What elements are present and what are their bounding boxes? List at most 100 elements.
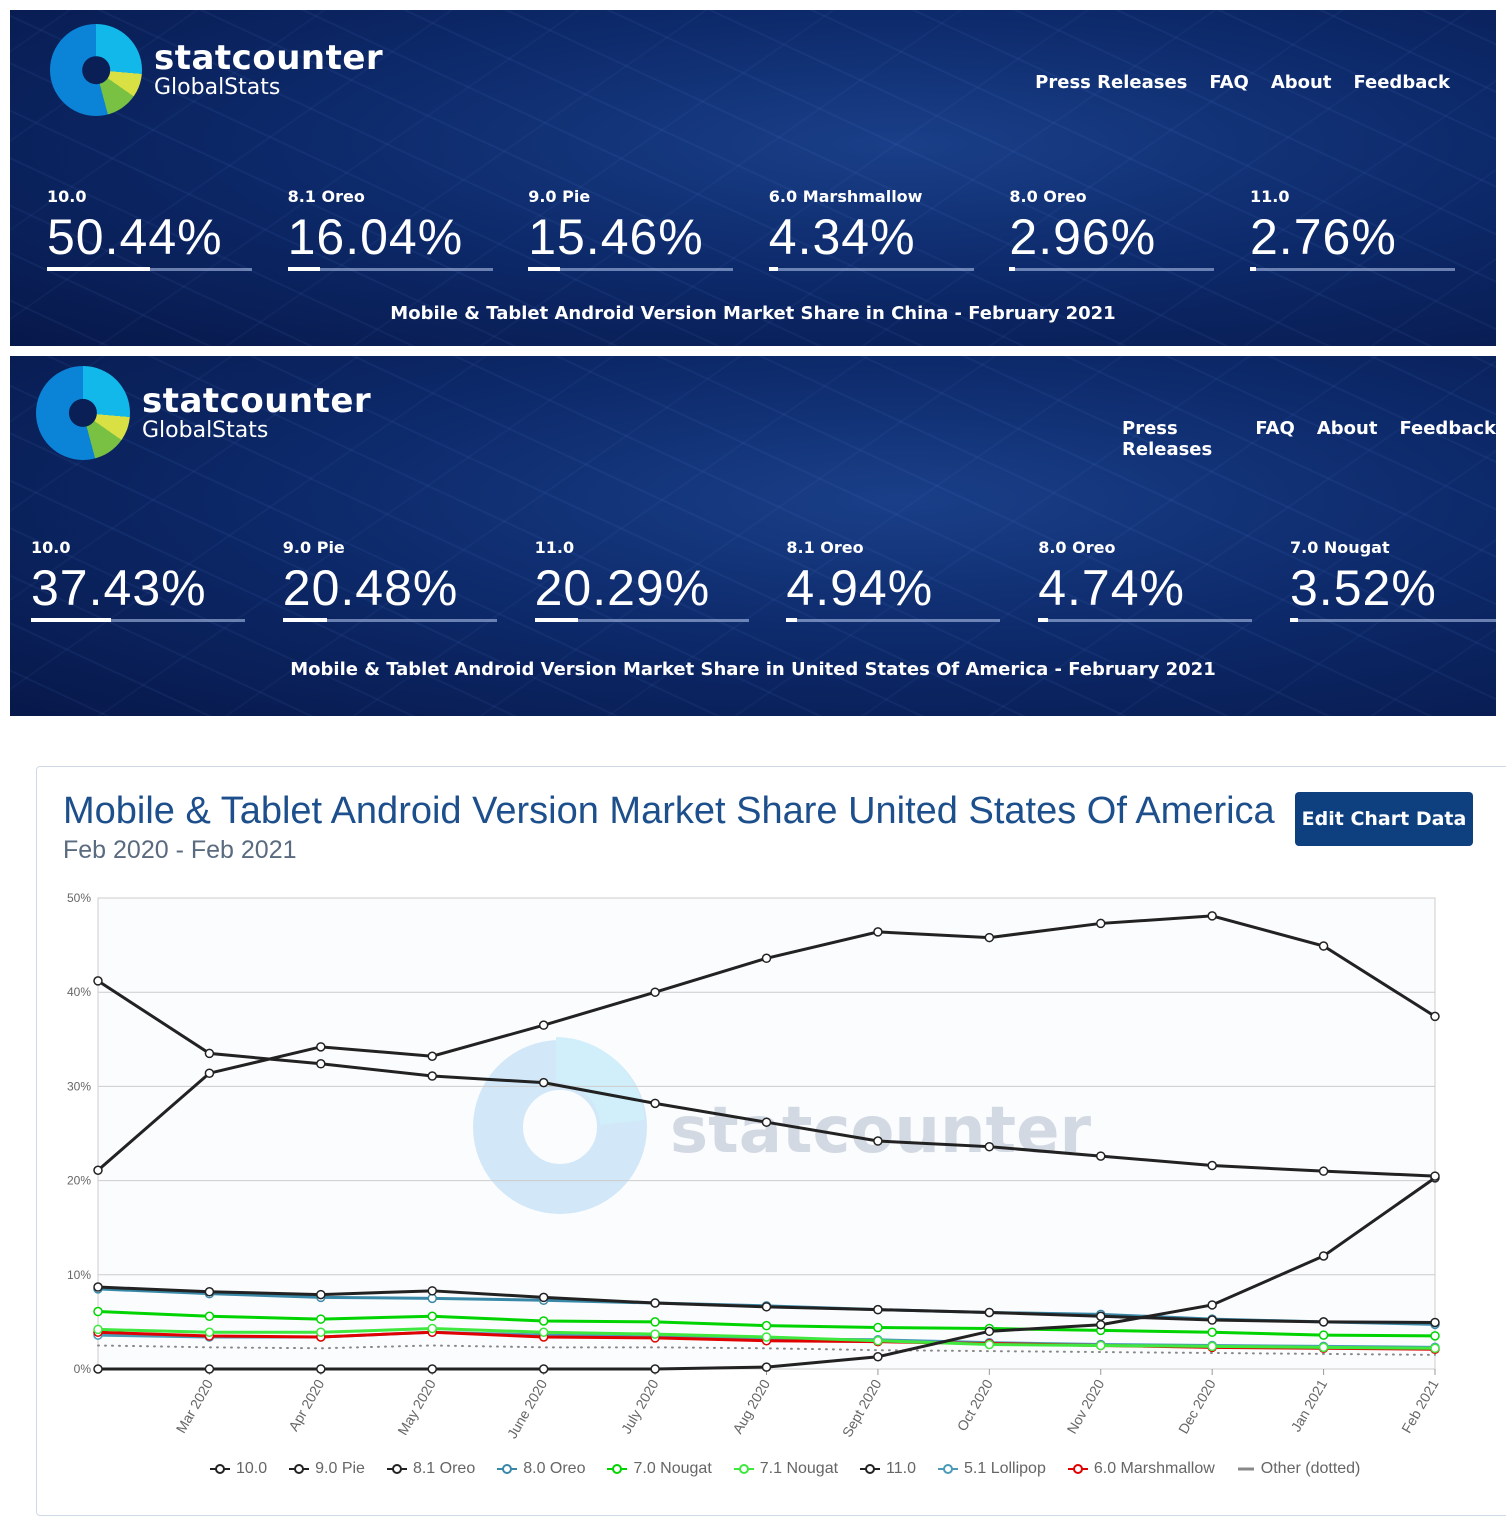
legend-item[interactable]: 9.0 Pie (289, 1460, 365, 1478)
data-point[interactable] (984, 1326, 995, 1337)
data-point[interactable] (873, 1322, 883, 1333)
data-point[interactable] (650, 1329, 660, 1339)
data-point[interactable] (873, 1352, 883, 1362)
legend-item[interactable]: 8.1 Oreo (386, 1460, 475, 1478)
data-point[interactable] (1318, 941, 1329, 951)
data-point[interactable] (93, 976, 103, 986)
data-point[interactable] (873, 1136, 883, 1146)
data-point[interactable] (204, 1327, 215, 1338)
data-point[interactable] (1207, 911, 1217, 921)
data-point[interactable] (761, 1332, 772, 1342)
data-point[interactable] (1207, 1341, 1217, 1352)
data-point[interactable] (316, 1314, 326, 1324)
data-point[interactable] (1096, 1311, 1106, 1321)
data-point[interactable] (1318, 1166, 1329, 1176)
nav-feedback[interactable]: Feedback (1353, 72, 1450, 93)
data-point[interactable] (761, 1302, 772, 1312)
data-point[interactable] (1096, 1319, 1106, 1330)
logo[interactable]: statcounter GlobalStats (50, 24, 383, 116)
data-point[interactable] (93, 1306, 103, 1317)
data-point[interactable] (316, 1289, 326, 1300)
data-point[interactable] (538, 1364, 549, 1374)
data-point[interactable] (538, 1077, 549, 1088)
data-point[interactable] (316, 1327, 326, 1338)
legend-item[interactable]: 7.0 Nougat (607, 1460, 712, 1478)
data-point[interactable] (873, 1335, 883, 1346)
data-point[interactable] (1096, 918, 1106, 929)
stat-usa[interactable]: 8.0 Oreo 4.74% (1038, 538, 1253, 622)
data-point[interactable] (1430, 1331, 1440, 1341)
data-point[interactable] (761, 1320, 772, 1331)
data-point[interactable] (427, 1323, 437, 1334)
data-point[interactable] (1207, 1160, 1217, 1171)
stat-usa[interactable]: 10.0 37.43% (31, 538, 245, 622)
legend-item[interactable]: 8.0 Oreo (497, 1460, 585, 1478)
data-point[interactable] (1430, 1317, 1440, 1328)
data-point[interactable] (204, 1068, 215, 1078)
data-point[interactable] (1430, 1011, 1440, 1022)
data-point[interactable] (984, 932, 995, 943)
stat-china[interactable]: 9.0 Pie 15.46% (528, 187, 734, 271)
data-point[interactable] (1318, 1342, 1329, 1353)
nav-press-releases[interactable]: Press Releases (1122, 418, 1213, 460)
data-point[interactable] (1096, 1340, 1106, 1351)
data-point[interactable] (873, 1304, 883, 1315)
data-point[interactable] (650, 1317, 660, 1327)
stat-usa[interactable]: 8.1 Oreo 4.94% (786, 538, 1001, 622)
legend-item[interactable]: 11.0 (860, 1460, 916, 1478)
nav-press-releases[interactable]: Press Releases (1035, 72, 1188, 93)
data-point[interactable] (93, 1324, 103, 1335)
stat-china[interactable]: 10.0 50.44% (47, 187, 252, 271)
data-point[interactable] (1207, 1300, 1217, 1310)
data-point[interactable] (761, 1362, 772, 1372)
data-point[interactable] (873, 927, 883, 937)
data-point[interactable] (427, 1051, 437, 1062)
stat-china[interactable]: 8.1 Oreo 16.04% (287, 187, 493, 271)
nav-about[interactable]: About (1270, 72, 1332, 93)
data-point[interactable] (761, 1117, 772, 1127)
stat-usa[interactable]: 7.0 Nougat 3.52% (1290, 538, 1496, 622)
legend-item[interactable]: Other (dotted) (1237, 1460, 1360, 1478)
data-point[interactable] (650, 1098, 660, 1109)
data-point[interactable] (984, 1307, 995, 1318)
data-point[interactable] (650, 1298, 660, 1308)
data-point[interactable] (316, 1059, 326, 1069)
data-point[interactable] (204, 1287, 215, 1297)
data-point[interactable] (1207, 1327, 1217, 1338)
data-point[interactable] (538, 1316, 549, 1326)
nav-faq[interactable]: FAQ (1255, 418, 1295, 439)
data-point[interactable] (650, 1364, 660, 1374)
data-point[interactable] (1318, 1317, 1329, 1327)
nav-feedback[interactable]: Feedback (1399, 418, 1496, 439)
legend-item[interactable]: 7.1 Nougat (733, 1460, 838, 1478)
data-point[interactable] (650, 987, 660, 997)
data-point[interactable] (761, 953, 772, 964)
data-point[interactable] (538, 1292, 549, 1303)
data-point[interactable] (93, 1282, 103, 1292)
data-point[interactable] (204, 1364, 215, 1374)
data-point[interactable] (538, 1020, 549, 1030)
data-point[interactable] (538, 1327, 549, 1338)
data-point[interactable] (1207, 1315, 1217, 1325)
data-point[interactable] (1318, 1251, 1329, 1261)
legend-item[interactable]: 6.0 Marshmallow (1067, 1460, 1215, 1478)
data-point[interactable] (984, 1339, 995, 1350)
data-point[interactable] (316, 1042, 326, 1052)
data-point[interactable] (1318, 1330, 1329, 1340)
data-point[interactable] (1096, 1151, 1106, 1161)
nav-about[interactable]: About (1316, 418, 1378, 439)
data-point[interactable] (93, 1165, 103, 1175)
data-point[interactable] (427, 1311, 437, 1321)
data-point[interactable] (1430, 1171, 1440, 1181)
data-point[interactable] (93, 1364, 103, 1374)
stat-china[interactable]: 8.0 Oreo 2.96% (1009, 187, 1215, 271)
data-point[interactable] (427, 1071, 437, 1081)
stat-china[interactable]: 6.0 Marshmallow 4.34% (768, 187, 974, 271)
stat-usa[interactable]: 9.0 Pie 20.48% (282, 538, 497, 622)
legend-item[interactable]: 10.0 (210, 1460, 267, 1478)
stat-usa[interactable]: 11.0 20.29% (534, 538, 749, 622)
data-point[interactable] (427, 1364, 437, 1374)
logo[interactable]: statcounter GlobalStats (36, 366, 371, 460)
data-point[interactable] (984, 1141, 995, 1152)
data-point[interactable] (204, 1311, 215, 1321)
